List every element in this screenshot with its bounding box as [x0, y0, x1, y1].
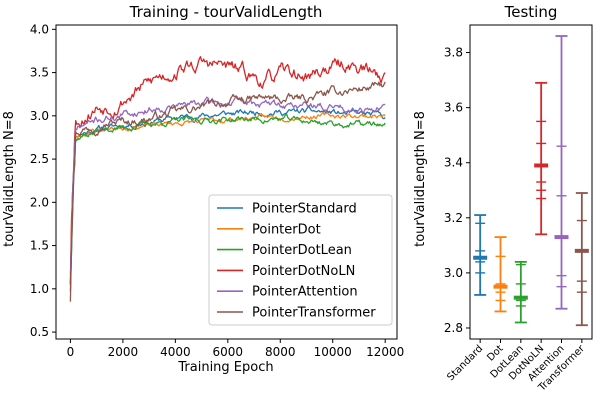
training-plot-frame — [55, 24, 398, 340]
training-line-PointerDotNoLN — [69, 56, 386, 285]
training-line-PointerTransformer — [69, 81, 386, 302]
training-series-lines — [69, 56, 386, 302]
training-y-tick-label: 1.0 — [30, 282, 49, 296]
training-y-tick-label: 2.5 — [30, 152, 49, 166]
training-line-PointerStandard — [69, 105, 386, 292]
training-x-tick-label: 8000 — [265, 345, 296, 359]
testing-box-Standard — [473, 214, 488, 296]
training-y-tick-label: 1.5 — [30, 239, 49, 253]
training-x-tick-label: 0 — [67, 345, 75, 359]
legend-label-PointerTransformer: PointerTransformer — [252, 306, 376, 321]
testing-panel: Testing tourValidLength N=8 2.8 3.0 3.2 3.4… — [413, 3, 593, 395]
training-line-PointerDotLean — [69, 113, 386, 285]
training-y-axis-label: tourValidLength N=8 — [2, 111, 17, 247]
training-panel: Training - tourValidLength Training Epoc… — [2, 3, 404, 375]
training-ticks: 0 2000 4000 6000 8000 10000 12000 0.5 1.0 1.5 2.0 2… — [30, 22, 404, 359]
testing-title: Testing — [504, 3, 558, 21]
training-x-tick-label: 6000 — [213, 345, 244, 359]
testing-boxes — [473, 35, 589, 327]
training-x-tick-label: 2000 — [108, 345, 139, 359]
testing-x-tick-label: Standard — [445, 343, 485, 383]
training-y-tick-label: 4.0 — [30, 22, 49, 36]
testing-box-Dot — [493, 236, 508, 313]
training-y-tick-label: 0.5 — [30, 325, 49, 339]
training-y-tick-label: 2.0 — [30, 195, 49, 209]
legend-box — [208, 194, 393, 326]
legend-label-PointerAttention: PointerAttention — [252, 285, 358, 300]
testing-y-tick-label: 3.8 — [444, 46, 463, 60]
training-line-PointerAttention — [69, 96, 386, 274]
legend-label-PointerDotLean: PointerDotLean — [252, 243, 352, 258]
training-y-tick-label: 3.5 — [30, 66, 49, 80]
training-x-tick-label: 10000 — [314, 345, 352, 359]
training-x-tick-label: 4000 — [160, 345, 191, 359]
training-title: Training - tourValidLength — [129, 3, 323, 21]
legend-label-PointerDot: PointerDot — [252, 222, 321, 237]
testing-y-tick-label: 3.4 — [444, 156, 463, 170]
testing-y-tick-label: 2.8 — [444, 321, 463, 335]
legend-label-PointerDotNoLN: PointerDotNoLN — [252, 264, 355, 279]
testing-plot-frame — [469, 24, 593, 340]
testing-box-Transformer — [574, 192, 589, 327]
training-x-axis-label: Training Epoch — [177, 360, 273, 375]
testing-y-tick-label: 3.2 — [444, 211, 463, 225]
testing-box-DotLean — [513, 260, 528, 324]
testing-box-Attention — [554, 35, 569, 310]
training-y-tick-label: 3.0 — [30, 109, 49, 123]
testing-box-DotNoLN — [534, 81, 549, 236]
legend-label-PointerStandard: PointerStandard — [252, 202, 357, 217]
testing-y-tick-label: 3.6 — [444, 101, 463, 115]
testing-y-axis-label: tourValidLength N=8 — [413, 111, 428, 247]
legend: PointerStandard PointerDot PointerDotLean P… — [208, 194, 393, 326]
training-x-tick-label: 12000 — [366, 345, 404, 359]
testing-y-tick-label: 3.0 — [444, 266, 463, 280]
